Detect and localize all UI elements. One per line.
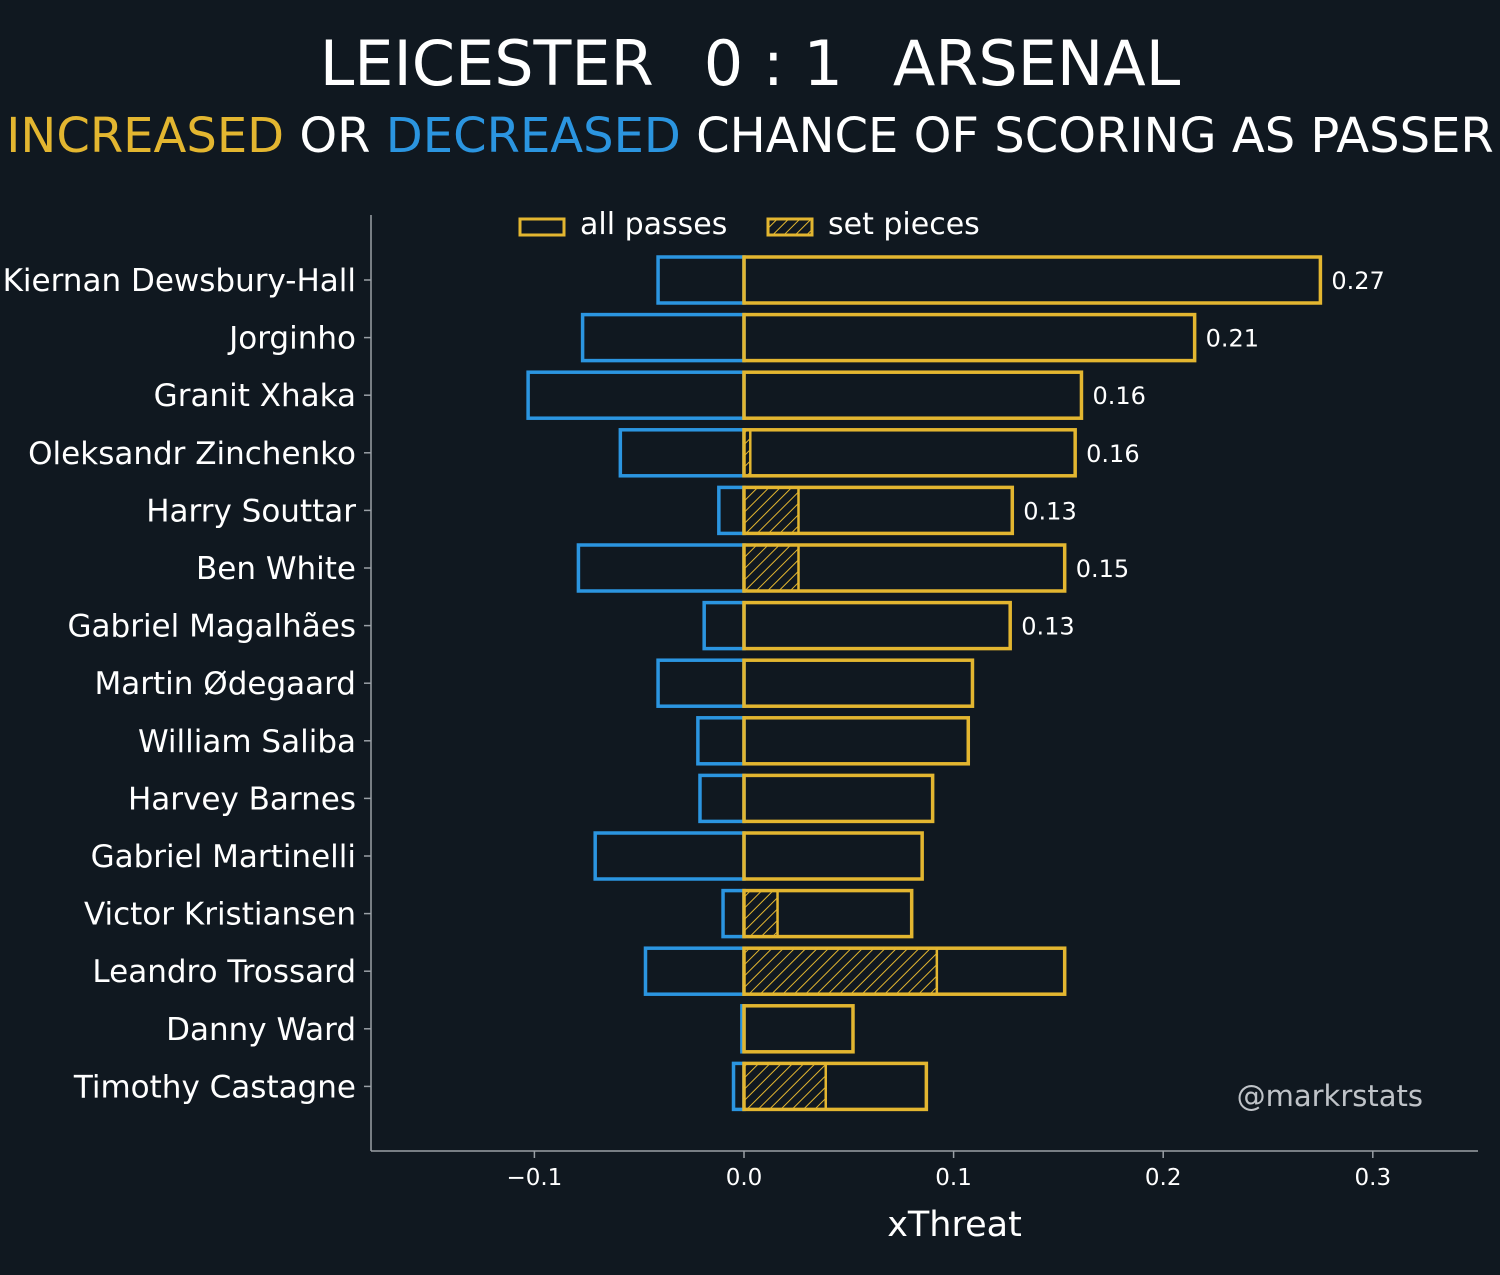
subtitle-increased: INCREASED bbox=[6, 108, 285, 164]
increase-bar bbox=[742, 1004, 855, 1054]
player-label: Kiernan Dewsbury-Hall bbox=[3, 263, 356, 299]
x-tick-label: 0.1 bbox=[935, 1165, 972, 1191]
player-label: Gabriel Martinelli bbox=[91, 839, 356, 875]
increase-bar bbox=[742, 658, 975, 708]
player-label: William Saliba bbox=[138, 724, 356, 760]
player-label: Oleksandr Zinchenko bbox=[28, 436, 356, 472]
set-piece-bar bbox=[742, 486, 800, 535]
value-label: 0.16 bbox=[1086, 440, 1139, 468]
increase-bar bbox=[742, 946, 1067, 996]
decrease-bar bbox=[702, 600, 746, 651]
x-axis-label: xThreat bbox=[887, 1205, 1022, 1245]
increase-bar bbox=[742, 543, 1067, 593]
decrease-bar bbox=[717, 485, 746, 536]
x-tick-label: −0.1 bbox=[506, 1165, 562, 1191]
subtitle-or: OR bbox=[299, 108, 371, 164]
increase-bar bbox=[742, 312, 1197, 363]
player-label: Martin Ødegaard bbox=[95, 666, 356, 702]
increase-bar bbox=[742, 773, 935, 824]
decrease-bar bbox=[698, 773, 746, 824]
value-label: 0.15 bbox=[1076, 555, 1129, 583]
subtitle-decreased: DECREASED bbox=[385, 108, 681, 164]
player-label: Harvey Barnes bbox=[128, 781, 356, 817]
value-label: 0.16 bbox=[1092, 382, 1145, 410]
decrease-bar bbox=[580, 312, 746, 363]
player-label: Leandro Trossard bbox=[92, 954, 356, 990]
increase-bar bbox=[742, 485, 1015, 536]
away-team: ARSENAL bbox=[892, 27, 1181, 100]
decrease-bar bbox=[656, 255, 746, 305]
x-tick-label: 0.2 bbox=[1145, 1165, 1182, 1191]
match-score: 0 : 1 bbox=[703, 27, 843, 100]
legend-swatch-all-passes bbox=[518, 217, 566, 237]
value-label: 0.27 bbox=[1331, 267, 1384, 295]
decrease-bar bbox=[643, 946, 746, 996]
legend-label-set-pieces: set pieces bbox=[828, 207, 980, 242]
increase-bar bbox=[742, 716, 971, 766]
set-piece-bar bbox=[742, 946, 939, 996]
decrease-bar bbox=[526, 370, 746, 420]
set-piece-bar bbox=[742, 889, 779, 938]
decrease-bar bbox=[576, 543, 746, 593]
player-label: Ben White bbox=[196, 551, 356, 587]
value-label: 0.13 bbox=[1021, 613, 1074, 641]
player-label: Granit Xhaka bbox=[154, 378, 356, 414]
increase-bar bbox=[742, 255, 1323, 305]
chart-title: LEICESTER 0 : 1 ARSENAL bbox=[0, 26, 1500, 102]
increase-bar bbox=[742, 1061, 929, 1112]
player-label: Timothy Castagne bbox=[73, 1069, 356, 1105]
player-label: Jorginho bbox=[227, 321, 356, 357]
x-tick-label: 0.0 bbox=[726, 1165, 763, 1191]
decrease-bar bbox=[593, 831, 746, 881]
value-label: 0.21 bbox=[1206, 325, 1259, 353]
player-label: Gabriel Magalhães bbox=[68, 609, 357, 645]
player-label: Danny Ward bbox=[166, 1012, 356, 1048]
chart-subtitle: INCREASED OR DECREASED CHANCE OF SCORING… bbox=[0, 106, 1500, 166]
legend-swatch-set-pieces bbox=[766, 217, 814, 237]
increase-bar bbox=[742, 370, 1084, 420]
set-piece-bar bbox=[742, 1062, 827, 1111]
value-label: 0.13 bbox=[1023, 497, 1076, 525]
decrease-bar bbox=[696, 716, 746, 766]
player-label: Harry Souttar bbox=[146, 493, 356, 529]
set-piece-bar bbox=[742, 543, 800, 593]
watermark: @markrstats bbox=[1237, 1079, 1423, 1113]
x-tick-label: 0.3 bbox=[1355, 1165, 1392, 1191]
home-team: LEICESTER bbox=[319, 27, 654, 100]
decrease-bar bbox=[656, 658, 746, 708]
subtitle-rest: CHANCE OF SCORING AS PASSER bbox=[696, 108, 1494, 164]
increase-bar bbox=[742, 600, 1012, 651]
increase-bar bbox=[742, 831, 924, 881]
increase-bar bbox=[742, 888, 914, 939]
decrease-bar bbox=[618, 428, 746, 478]
player-label: Victor Kristiansen bbox=[84, 897, 356, 933]
decrease-bar bbox=[721, 888, 746, 939]
legend-label-all-passes: all passes bbox=[580, 207, 727, 242]
increase-bar bbox=[742, 428, 1077, 478]
